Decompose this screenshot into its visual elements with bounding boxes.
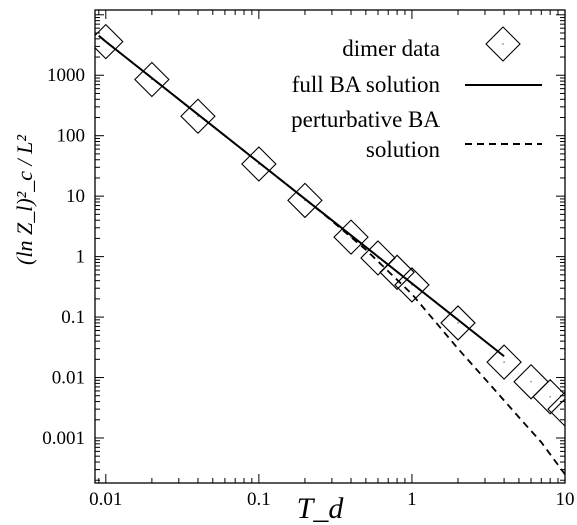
y-tick-label: 10 <box>66 186 85 207</box>
y-tick-label: 0.1 <box>61 307 85 328</box>
data-point-diamond <box>513 364 549 400</box>
data-point-diamond <box>379 254 415 291</box>
data-point-center <box>503 361 505 363</box>
data-point-center <box>530 381 532 383</box>
y-axis-label: (ln Z_l)²_c / L² <box>12 135 37 265</box>
data-point-diamond <box>440 305 476 341</box>
legend: dimer data full BA solution perturbative B… <box>291 26 542 162</box>
data-point-diamond <box>394 267 430 303</box>
plot-frame <box>94 9 566 484</box>
x-tick-label: 10 <box>556 489 575 510</box>
data-point-diamond <box>333 219 369 255</box>
legend-label: perturbative BA <box>291 107 440 132</box>
y-tick-label: 0.01 <box>52 368 85 389</box>
data-point-diamond <box>532 379 565 415</box>
y-tick-label: 100 <box>57 126 86 147</box>
axis-ticks: 0.01 0.1 1 10 1000 100 10 1 0.1 0.01 0.001 <box>42 10 575 510</box>
y-tick-label: 1000 <box>47 65 85 86</box>
data-point-diamond <box>95 23 124 60</box>
x-tick-label: 1 <box>407 489 417 510</box>
data-point-center <box>564 408 565 410</box>
data-point-diamond <box>360 240 396 276</box>
series-group <box>95 23 565 475</box>
data-point-diamond <box>486 344 522 380</box>
legend-diamond-center <box>502 43 504 45</box>
data-point-diamond <box>241 146 277 182</box>
x-tick-label: 0.01 <box>89 489 122 510</box>
x-axis-label: T_d <box>297 492 345 525</box>
data-point-diamond <box>134 61 170 98</box>
y-tick-label: 0.001 <box>42 428 85 449</box>
legend-label: dimer data <box>342 36 440 61</box>
legend-label: solution <box>366 137 441 162</box>
data-point-center <box>457 322 459 324</box>
legend-label: full BA solution <box>292 72 441 97</box>
x-tick-label: 0.1 <box>247 489 271 510</box>
legend-diamond-symbol <box>485 26 521 62</box>
y-tick-label: 1 <box>76 247 86 268</box>
svg-text:(ln Z_l)²_c / L²: (ln Z_l)²_c / L² <box>12 135 37 265</box>
data-point-center <box>549 396 551 398</box>
plot-area <box>95 23 565 475</box>
data-point-diamond <box>547 391 565 427</box>
perturbative-ba-curve <box>98 35 565 475</box>
data-point-diamond <box>287 182 323 219</box>
data-point-diamond <box>180 98 216 134</box>
